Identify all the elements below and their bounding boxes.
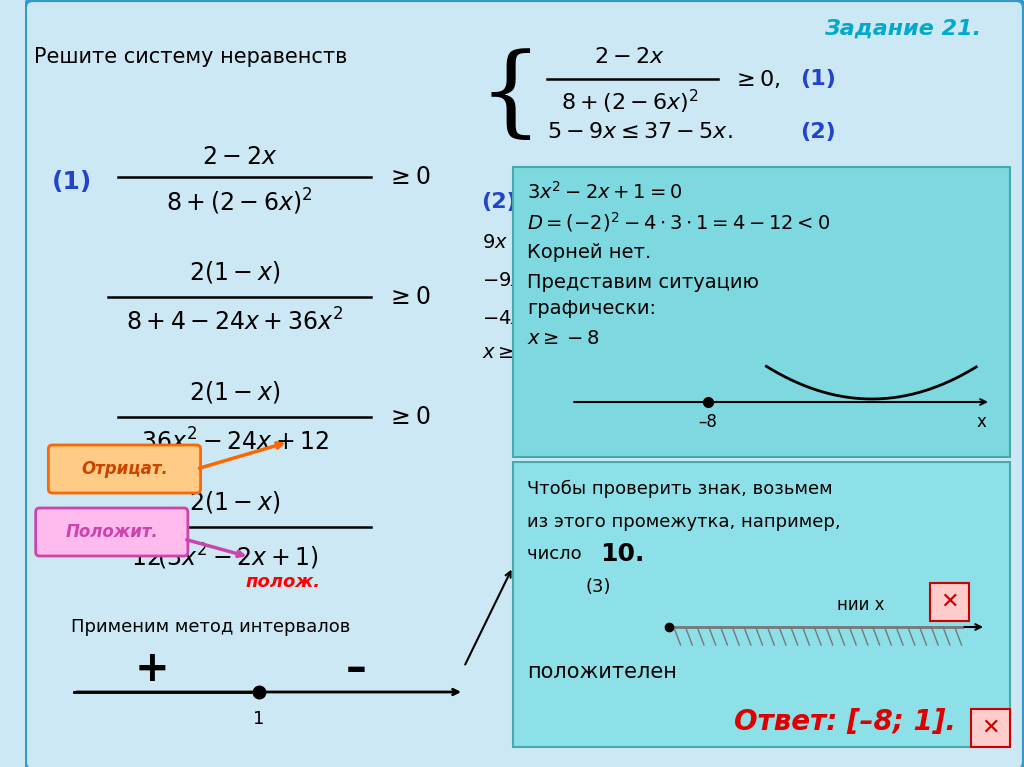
Text: $5-$: $5-$ [518,192,552,212]
Text: $-4x\leq 32\,:(-4)$: $-4x\leq 32\,:(-4)$ [481,307,632,328]
FancyBboxPatch shape [36,508,187,556]
Text: –8: –8 [698,413,718,431]
Text: $\geq 0,$: $\geq 0,$ [732,68,780,90]
Text: $2(1-x)$: $2(1-x)$ [189,379,281,405]
Text: $3x^2-2x+1=0$: $3x^2-2x+1=0$ [527,181,683,203]
Text: $2(1-x)$: $2(1-x)$ [189,259,281,285]
Text: $8+(2-6x)^2$: $8+(2-6x)^2$ [561,88,698,116]
Text: (1): (1) [801,69,837,89]
Text: $12\!\left(3x^2-2x+1\right)$: $12\!\left(3x^2-2x+1\right)$ [131,542,318,572]
Text: из этого промежутка, например,: из этого промежутка, например, [527,513,841,531]
FancyBboxPatch shape [48,445,201,493]
Text: –: – [346,648,367,690]
Text: нии х: нии х [837,596,884,614]
Text: {: { [479,49,543,145]
Text: +: + [134,648,169,690]
Text: $x\geq -8$: $x\geq -8$ [527,330,600,348]
Text: (2): (2) [481,192,517,212]
Text: Отрицат.: Отрицат. [81,460,168,478]
Text: полож.: полож. [246,573,322,591]
Text: ✕: ✕ [982,718,1000,738]
Text: Применим метод интервалов: Применим метод интервалов [71,618,350,636]
FancyBboxPatch shape [513,462,1011,747]
Text: $9x<37-5x$: $9x<37-5x$ [481,232,604,252]
Text: (1): (1) [52,170,92,194]
FancyBboxPatch shape [931,583,970,621]
FancyBboxPatch shape [513,167,1011,457]
Text: $-9x+5x\leq 37-5$: $-9x+5x\leq 37-5$ [481,271,655,289]
Text: (3): (3) [586,578,611,596]
FancyBboxPatch shape [972,709,1011,747]
Text: ✕: ✕ [940,592,959,612]
Text: Положит.: Положит. [66,523,158,541]
Text: $\geq 0$: $\geq 0$ [386,165,430,189]
Text: $2(1-x)$: $2(1-x)$ [189,489,281,515]
Text: x: x [976,413,986,431]
Text: 1: 1 [253,710,265,728]
Text: $36x^2-24x+12$: $36x^2-24x+12$ [140,429,329,456]
Text: $2-2x$: $2-2x$ [594,47,666,67]
Text: $\geq 0$: $\geq 0$ [386,405,430,429]
Text: Задание 21.: Задание 21. [824,19,981,39]
Text: $\geq 0$: $\geq 0$ [386,285,430,309]
Text: число: число [527,545,588,563]
Text: Представим ситуацию: Представим ситуацию [527,272,760,291]
FancyBboxPatch shape [25,0,1024,767]
Text: Решите систему неравенств: Решите систему неравенств [34,47,347,67]
Text: $2-2x$: $2-2x$ [202,145,278,169]
Text: (2): (2) [801,122,837,142]
Text: Ответ: [–8; 1].: Ответ: [–8; 1]. [733,708,955,736]
Text: $D=(-2)^2-4\cdot3\cdot1=4-12<0$: $D=(-2)^2-4\cdot3\cdot1=4-12<0$ [527,210,830,234]
Text: $x\geq -8$: $x\geq -8$ [481,343,555,361]
Text: 10.: 10. [600,542,645,566]
Text: Корней нет.: Корней нет. [527,242,651,262]
Text: положителен: положителен [527,662,677,682]
Text: Чтобы проверить знак, возьмем: Чтобы проверить знак, возьмем [527,480,833,498]
Text: графически:: графически: [527,299,656,318]
Text: $8+4-24x+36x^2$: $8+4-24x+36x^2$ [126,308,343,336]
Text: $5-9x\leq 37-5x.$: $5-9x\leq 37-5x.$ [547,122,732,142]
Text: $8+(2-6x)^2$: $8+(2-6x)^2$ [166,187,313,217]
